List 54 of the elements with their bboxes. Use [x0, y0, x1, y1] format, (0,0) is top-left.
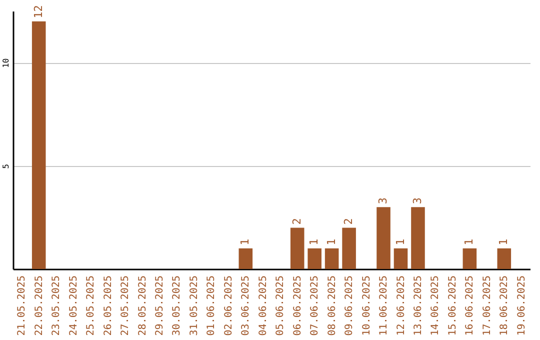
x-tick-label: 19.06.2025	[516, 276, 528, 336]
x-tick-label: 15.06.2025	[447, 276, 458, 336]
x-tick-label: 27.05.2025	[120, 276, 132, 336]
bar	[324, 248, 339, 269]
x-tick-label: 18.06.2025	[499, 276, 510, 336]
x-tick-label: 04.06.2025	[258, 276, 269, 336]
x-tick-label: 05.06.2025	[275, 276, 286, 336]
bar	[238, 248, 253, 269]
x-tick-label: 06.06.2025	[292, 276, 304, 336]
data-label: 1	[324, 238, 338, 246]
x-tick-label: 11.06.2025	[378, 276, 390, 336]
bar	[32, 21, 46, 269]
x-tick-label: 16.06.2025	[464, 276, 476, 336]
data-label: 3	[410, 197, 424, 204]
x-tick-label: 07.06.2025	[310, 276, 321, 336]
data-label: 1	[238, 238, 252, 246]
x-tick-label: 29.05.2025	[154, 276, 166, 336]
x-tick-label: 14.06.2025	[430, 276, 442, 336]
x-tick-label: 02.06.2025	[223, 276, 234, 336]
x-tick-label: 26.05.2025	[102, 276, 114, 336]
x-tick-label: 09.06.2025	[344, 276, 356, 336]
y-tick-label: 10	[2, 58, 10, 68]
bar	[290, 228, 304, 269]
x-tick-label: 13.06.2025	[412, 276, 424, 336]
x-tick-label: 17.06.2025	[482, 276, 493, 336]
data-label: 1	[462, 238, 476, 246]
data-label: 2	[342, 218, 356, 225]
bar	[411, 207, 425, 269]
x-tick-label: 21.05.2025	[16, 276, 28, 336]
x-tick-label: 23.05.2025	[51, 276, 62, 336]
bar	[376, 207, 390, 269]
x-tick-label: 25.05.2025	[86, 276, 97, 336]
y-tick-label: 5	[2, 164, 10, 169]
x-tick-label: 30.05.2025	[172, 276, 183, 336]
bar	[394, 248, 408, 269]
data-label: 1	[497, 238, 510, 246]
x-tick-label: 28.05.2025	[137, 276, 148, 336]
x-tick-label: 24.05.2025	[68, 276, 80, 336]
data-label: 1	[394, 238, 407, 246]
x-tick-label: 08.06.2025	[326, 276, 338, 336]
data-label: 2	[290, 218, 304, 225]
bar	[342, 228, 356, 269]
data-label: 12	[32, 5, 45, 18]
data-label: 3	[376, 197, 390, 204]
bar	[462, 248, 477, 269]
data-label: 1	[308, 238, 321, 246]
x-tick-label: 03.06.2025	[240, 276, 252, 336]
x-tick-label: 31.05.2025	[188, 276, 200, 336]
x-tick-label: 12.06.2025	[396, 276, 407, 336]
bar	[497, 248, 512, 269]
x-tick-label: 10.06.2025	[361, 276, 372, 336]
bar	[308, 248, 322, 269]
x-tick-label: 22.05.2025	[34, 276, 45, 336]
x-tick-label: 01.06.2025	[206, 276, 218, 336]
